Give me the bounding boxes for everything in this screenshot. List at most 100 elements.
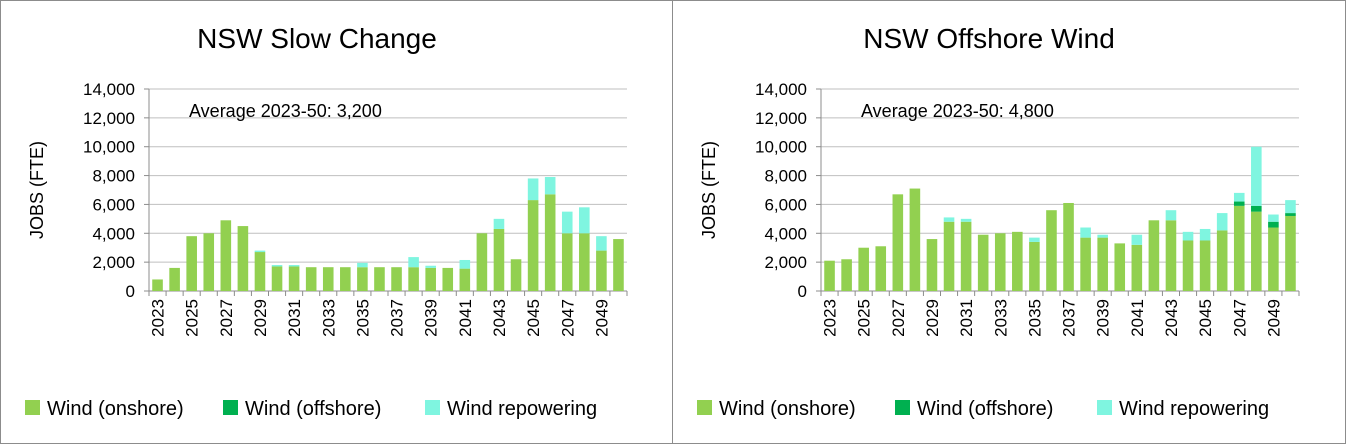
y-tick-label: 8,000: [764, 167, 807, 186]
bar-wind-onshore-2026: [875, 246, 887, 291]
x-tick-label: 2049: [592, 299, 611, 337]
y-tick-label: 2,000: [92, 253, 135, 272]
bar-wind-onshore-2026: [203, 233, 215, 291]
bar-wind-onshore-2037: [391, 267, 402, 291]
x-tick-label: 2029: [923, 299, 942, 337]
bar-wind-repowering-2039: [425, 265, 436, 268]
x-tick-label: 2025: [183, 299, 202, 337]
x-tick-label: 2037: [388, 299, 407, 337]
bar-wind-offshore-2047: [1233, 201, 1245, 206]
legend-label: Wind (onshore): [47, 398, 184, 420]
chart-title: NSW Slow Change: [197, 23, 437, 54]
chart-offshore-wind: NSW Offshore Wind JOBS (FTE) 0 2,000 4,000 6,…: [697, 23, 1300, 420]
bar-wind-onshore-2028: [909, 188, 921, 291]
bar-wind-offshore-2050: [1285, 213, 1296, 216]
x-tick-label: 2025: [855, 299, 874, 337]
bar-wind-repowering-2038: [408, 257, 419, 268]
y-tick-label: 14,000: [83, 80, 135, 99]
legend-label: Wind repowering: [1119, 398, 1269, 420]
bar-wind-onshore-2041: [459, 268, 471, 291]
x-tick-label: 2039: [422, 299, 441, 337]
bar-wind-onshore-2045: [527, 200, 539, 291]
x-tick-label: 2045: [524, 299, 543, 337]
bar-wind-onshore-2036: [1046, 210, 1057, 291]
bar-wind-onshore-2030: [943, 221, 955, 291]
y-tick-label: 10,000: [83, 138, 135, 157]
bar-wind-onshore-2038: [408, 267, 419, 291]
bar-wind-repowering-2047: [1233, 192, 1245, 202]
bar-wind-onshore-2050: [613, 239, 624, 291]
bar-wind-repowering-2029: [254, 250, 266, 253]
bar-wind-onshore-2039: [1097, 237, 1108, 291]
bar-wind-onshore-2035: [357, 267, 368, 291]
bar-wind-onshore-2024: [169, 267, 180, 291]
bar-wind-onshore-2035: [1029, 241, 1040, 291]
bar-wind-onshore-2046: [1216, 230, 1228, 291]
x-tick-label: 2041: [1128, 299, 1147, 337]
bar-wind-repowering-2049: [1268, 214, 1279, 222]
y-tick-label: 6,000: [92, 195, 135, 214]
bar-wind-onshore-2032: [977, 234, 989, 291]
y-tick-label: 0: [798, 282, 807, 301]
average-annotation: Average 2023-50: 4,800: [861, 101, 1054, 121]
bar-wind-onshore-2024: [841, 259, 852, 291]
bar-wind-repowering-2046: [1216, 213, 1228, 231]
chart-title: NSW Offshore Wind: [863, 23, 1115, 54]
bar-wind-onshore-2029: [926, 239, 938, 291]
bar-wind-repowering-2046: [544, 177, 556, 195]
legend-swatch: [895, 400, 910, 415]
y-axis-label: JOBS (FTE): [699, 141, 719, 239]
bar-wind-repowering-2041: [459, 259, 471, 269]
bar-wind-onshore-2040: [1114, 243, 1126, 291]
x-tick-label: 2023: [149, 299, 168, 337]
bar-wind-onshore-2025: [858, 247, 869, 291]
x-tick-label: 2035: [353, 299, 372, 337]
legend-swatch: [697, 400, 712, 415]
bar-wind-onshore-2038: [1080, 237, 1091, 291]
x-tick-label: 2031: [285, 299, 304, 337]
bar-wind-repowering-2041: [1131, 234, 1143, 245]
bar-wind-onshore-2033: [994, 233, 1006, 291]
bar-wind-repowering-2045: [1199, 228, 1211, 241]
bar-wind-onshore-2025: [186, 236, 197, 291]
bar-wind-onshore-2039: [425, 267, 436, 291]
bar-wind-repowering-2045: [527, 178, 539, 201]
legend-label: Wind (offshore): [917, 398, 1053, 420]
legend-swatch: [223, 400, 238, 415]
y-axis-label: JOBS (FTE): [27, 141, 47, 239]
chart-panel-slow-change: NSW Slow Change JOBS (FTE) 0 2,000 4,000 6,00…: [0, 0, 673, 444]
y-tick-label: 12,000: [83, 109, 135, 128]
x-tick-label: 2037: [1060, 299, 1079, 337]
bar-wind-onshore-2030: [271, 266, 283, 291]
bar-wind-onshore-2023: [152, 279, 163, 291]
bar-wind-repowering-2038: [1080, 227, 1091, 238]
x-tick-label: 2027: [217, 299, 236, 337]
bar-wind-repowering-2031: [960, 218, 972, 222]
bar-wind-onshore-2048: [1251, 211, 1262, 291]
bar-wind-onshore-2044: [1182, 240, 1194, 291]
legend-swatch: [1097, 400, 1112, 415]
bar-wind-repowering-2049: [596, 236, 607, 251]
y-tick-label: 8,000: [92, 167, 135, 186]
bar-wind-onshore-2027: [892, 194, 904, 291]
legend-swatch: [25, 400, 40, 415]
bar-wind-onshore-2031: [960, 221, 972, 291]
bar-wind-repowering-2031: [288, 265, 300, 267]
bar-wind-repowering-2035: [1029, 237, 1040, 242]
bar-wind-repowering-2048: [579, 207, 590, 234]
bar-wind-onshore-2034: [1012, 231, 1023, 291]
bar-wind-onshore-2047: [1233, 205, 1245, 291]
x-tick-label: 2039: [1094, 299, 1113, 337]
y-tick-label: 2,000: [764, 253, 807, 272]
bar-wind-onshore-2036: [374, 267, 385, 291]
y-tick-label: 6,000: [764, 195, 807, 214]
bar-wind-onshore-2032: [305, 267, 317, 291]
bar-wind-onshore-2049: [1268, 227, 1279, 291]
x-tick-label: 2029: [251, 299, 270, 337]
bar-wind-offshore-2049: [1268, 221, 1279, 228]
x-tick-label: 2027: [889, 299, 908, 337]
bar-wind-onshore-2041: [1131, 244, 1143, 291]
bar-wind-repowering-2043: [493, 218, 505, 229]
y-tick-label: 14,000: [755, 80, 807, 99]
